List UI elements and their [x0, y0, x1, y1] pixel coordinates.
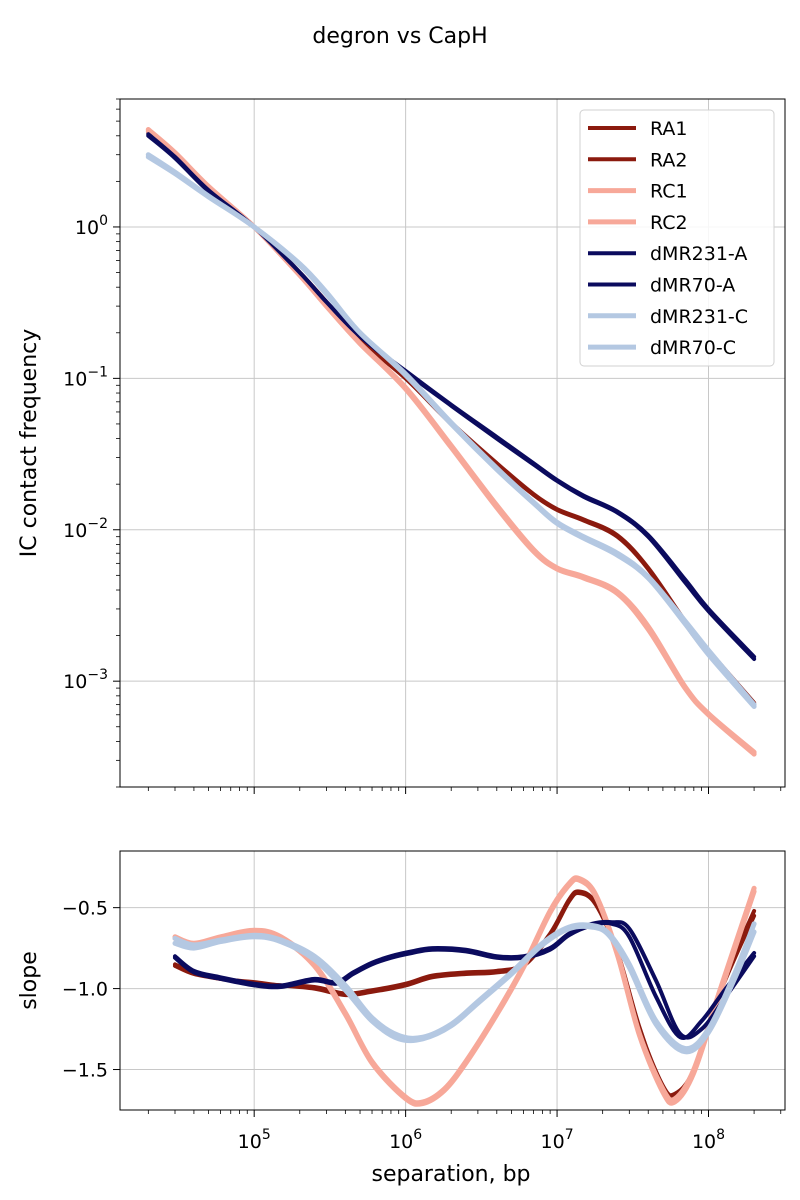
bottom-series-group [172, 875, 757, 1107]
legend-label-dmr231-a: dMR231-A [650, 243, 747, 265]
top-series-group [145, 127, 757, 757]
legend-label-rc1: RC1 [650, 181, 688, 203]
legend-box [579, 109, 775, 367]
legend-label-ra2: RA2 [650, 149, 688, 171]
bottom-y-ticks: −0.5 −1.0 −1.5 [62, 898, 120, 1082]
x-axis-label-separation: separation, bp [371, 1162, 530, 1187]
series-line-dmr70-c [145, 154, 757, 708]
bottom-y-tick-label: −1.5 [62, 1060, 108, 1082]
legend-label-dmr231-c: dMR231-C [650, 306, 748, 328]
bottom-gridlines [120, 851, 785, 1110]
bottom-y-tick-label: −0.5 [62, 898, 108, 920]
bottom-minor-ticks [147, 1110, 782, 1117]
slope-line-dmr70-c [172, 923, 757, 1055]
bottom-y-tick-label: −1.0 [62, 979, 108, 1001]
slope-panel: −0.5−1.0−1.5 105 106 107 108 slope separati… [17, 850, 786, 1187]
figure-title: degron vs CapH [312, 24, 487, 49]
top-axes-frame [119, 98, 786, 788]
legend-label-dmr70-c: dMR70-C [650, 337, 736, 359]
y-axis-label-contact-frequency: IC contact frequency [17, 329, 42, 558]
top-minor-ticks [147, 787, 782, 794]
legend-label-dmr70-a: dMR70-A [650, 275, 735, 297]
legend-label-rc2: RC2 [650, 212, 688, 234]
legend: RA1 RA2 RC1 RC2 dMR231-A dMR70-A dMR231-C dMR70… [579, 109, 775, 367]
slope-line-dmr70-a [173, 921, 757, 1040]
bottom-axes-frame [119, 850, 786, 1111]
y-axis-label-slope: slope [17, 951, 42, 1010]
legend-label-ra1: RA1 [650, 118, 688, 140]
top-y-tick-label: 100 [75, 213, 108, 239]
